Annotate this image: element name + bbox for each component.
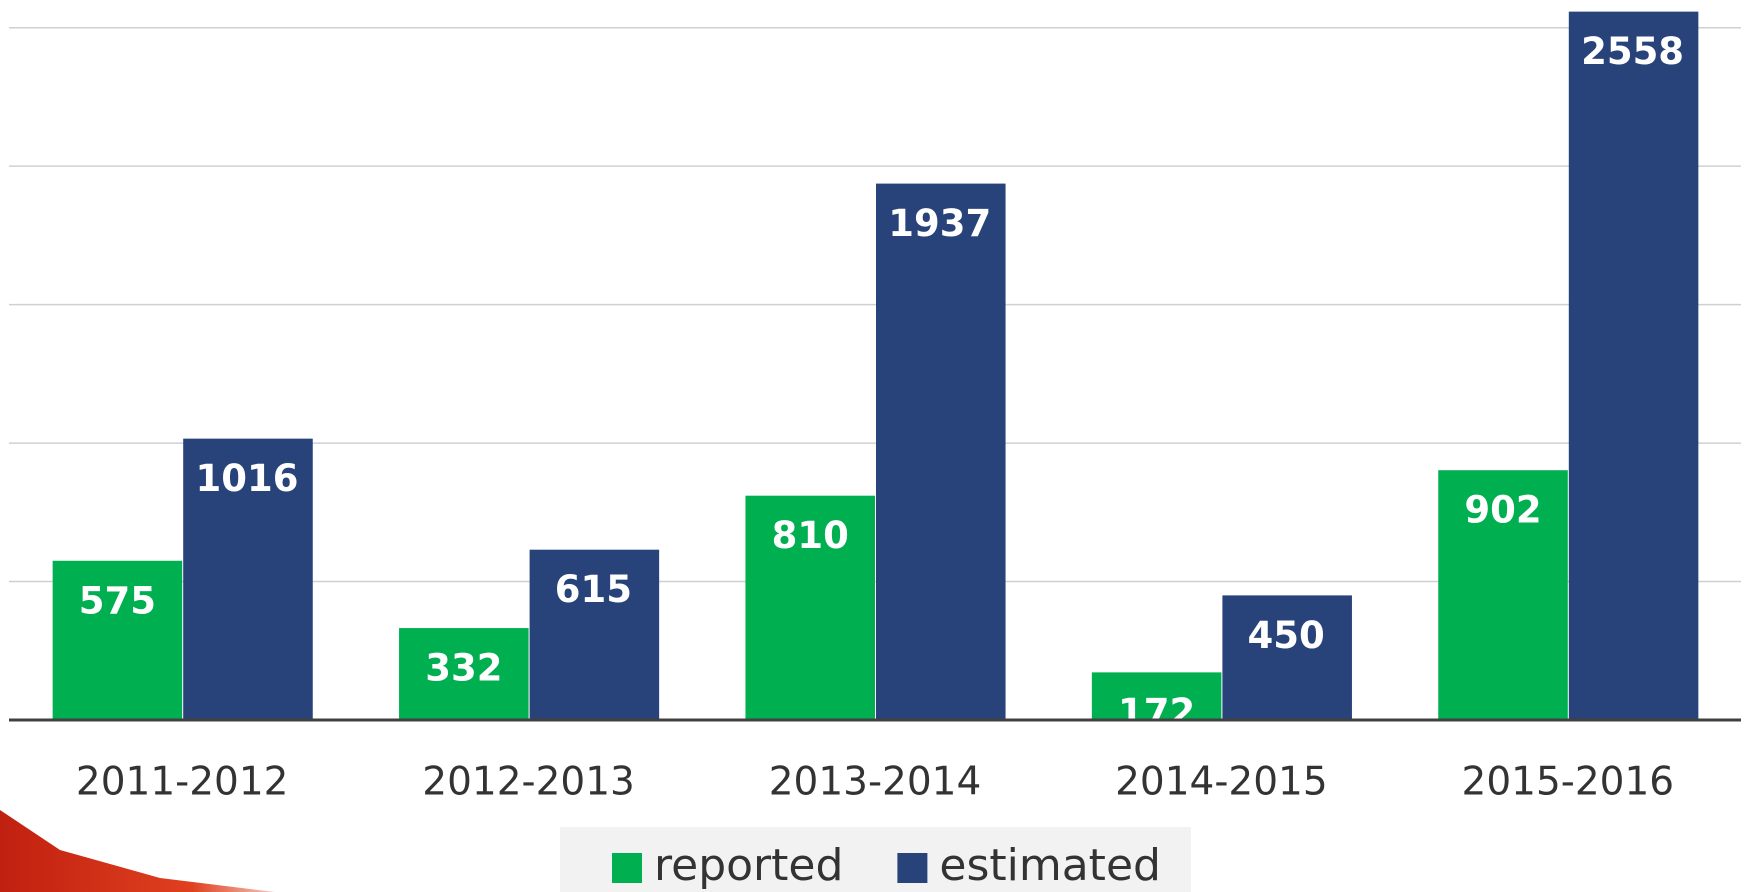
legend-label: estimated <box>939 840 1161 891</box>
data-label: 1937 <box>888 202 991 245</box>
bars: 575 1016 332 615 810 1937 172 450 902 2558 <box>53 12 1699 734</box>
x-tick-label: 2011-2012 <box>76 760 289 805</box>
data-label: 332 <box>425 647 502 690</box>
x-tick-label: 2014-2015 <box>1115 760 1328 805</box>
data-label: 810 <box>772 514 849 557</box>
decoration <box>0 810 275 892</box>
legend-label: reported <box>654 840 843 891</box>
legend-swatch <box>897 853 927 883</box>
x-tick-label: 2012-2013 <box>422 760 635 805</box>
data-label: 172 <box>1118 691 1195 734</box>
data-label: 615 <box>555 568 632 611</box>
axis: 2011-2012 2012-2013 2013-2014 2014-2015 2015… <box>9 720 1741 805</box>
bar <box>1569 12 1699 720</box>
data-label: 450 <box>1248 614 1325 657</box>
data-label: 2558 <box>1581 30 1684 73</box>
data-label: 902 <box>1464 489 1541 532</box>
x-tick-label: 2013-2014 <box>769 760 982 805</box>
legend-swatch <box>612 853 642 883</box>
data-label: 1016 <box>195 457 298 500</box>
chart: 575 1016 332 615 810 1937 172 450 902 2558 2011-2… <box>0 0 1748 892</box>
data-label: 575 <box>79 579 156 622</box>
x-tick-label: 2015-2016 <box>1462 760 1675 805</box>
bar <box>876 184 1006 720</box>
